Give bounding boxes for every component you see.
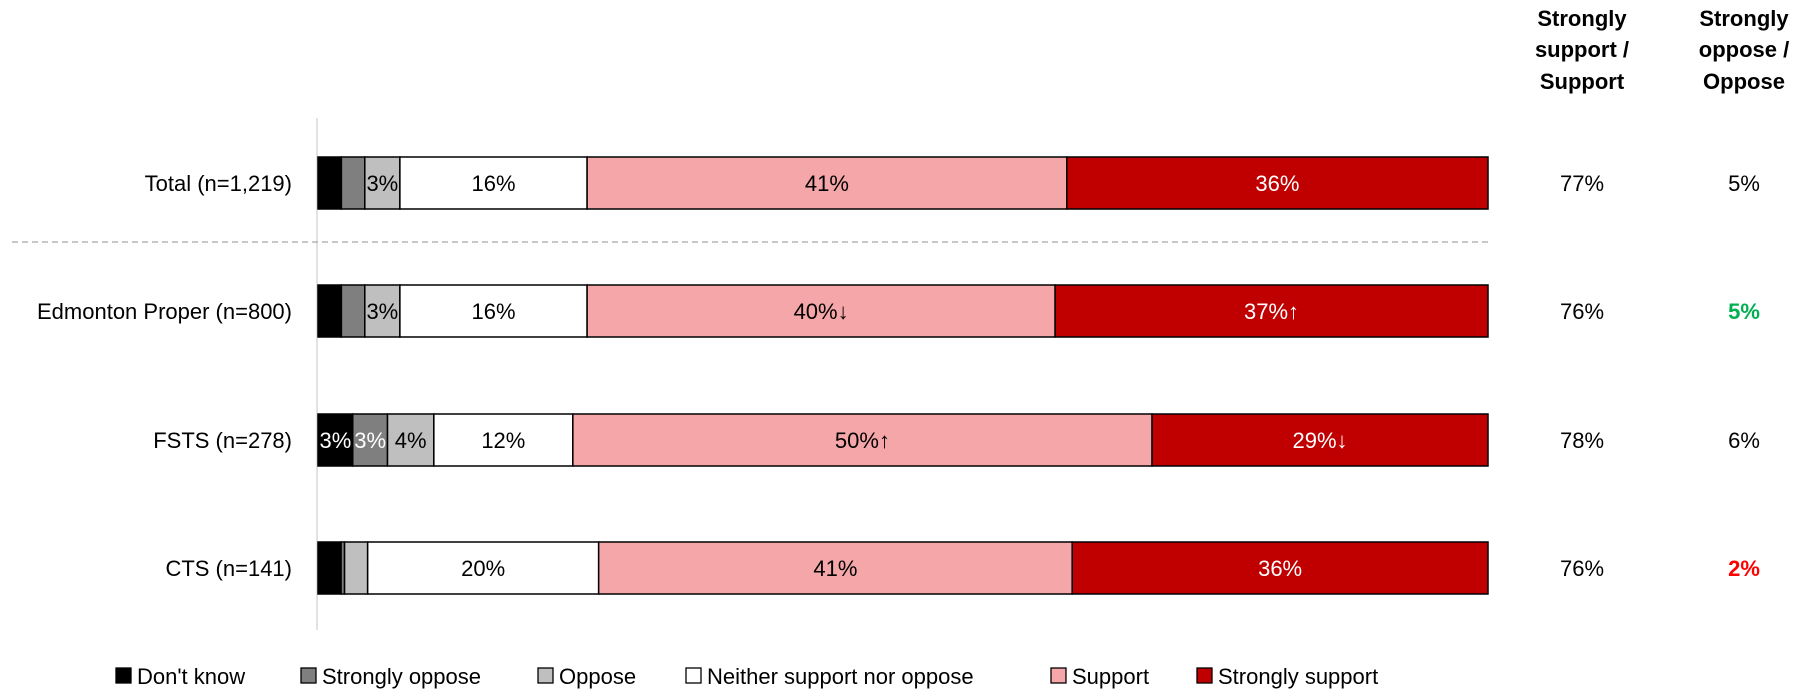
- support-summary-value: 76%: [1560, 556, 1604, 581]
- legend-swatch-support: [1050, 667, 1067, 684]
- bar-segment-support: [597, 541, 1073, 595]
- bar-segment-don-t-know: [317, 156, 343, 210]
- support-header-line-2: support /: [1535, 37, 1629, 62]
- oppose-summary-value: 6%: [1728, 428, 1760, 453]
- bar-segment-strongly-support: [1071, 541, 1489, 595]
- support-summary-value: 76%: [1560, 299, 1604, 324]
- legend: Don't know Strongly oppose Oppose Neither s…: [115, 664, 1378, 689]
- category-label: CTS (n=141): [165, 556, 292, 581]
- data-label: 4%: [395, 428, 427, 453]
- bar-segment-don-t-know: [317, 284, 343, 338]
- category-label: FSTS (n=278): [153, 428, 292, 453]
- legend-swatch-neither-support-nor-oppose: [685, 667, 702, 684]
- bar-segment-oppose: [343, 541, 369, 595]
- legend-swatch-strongly-oppose: [300, 667, 317, 684]
- bar-segment-don-t-know: [317, 413, 354, 467]
- bar-segment-oppose: [364, 284, 401, 338]
- support-header-line-1: Strongly: [1537, 6, 1627, 31]
- bar-segment-support: [586, 284, 1056, 338]
- bar-segment-strongly-oppose: [340, 156, 366, 210]
- data-label: 37%↑: [1244, 299, 1299, 324]
- data-label: 40%↓: [794, 299, 849, 324]
- data-label: 36%: [1255, 171, 1299, 196]
- category-label: Total (n=1,219): [145, 171, 292, 196]
- bar-segment-don-t-know: [317, 541, 342, 595]
- bars-group: Total (n=1,219) 3% 16% 41% 36% 77% 5% Edmonton …: [37, 156, 1760, 595]
- legend-label-support: Support: [1072, 664, 1149, 689]
- oppose-header-line-3: Oppose: [1703, 69, 1785, 94]
- data-label: 41%: [813, 556, 857, 581]
- bar-segment-support: [572, 413, 1153, 467]
- oppose-summary-value: 2%: [1728, 556, 1760, 581]
- data-label: 3%: [354, 428, 386, 453]
- data-label: 50%↑: [835, 428, 890, 453]
- data-label: 3%: [366, 171, 398, 196]
- bar-segment-neither-support-nor-oppose: [433, 413, 574, 467]
- data-label: 41%: [805, 171, 849, 196]
- bar-segment-neither-support-nor-oppose: [399, 156, 588, 210]
- bar-segment-strongly-oppose: [340, 284, 366, 338]
- support-summary-value: 77%: [1560, 171, 1604, 196]
- legend-swatch-oppose: [537, 667, 554, 684]
- data-label: 12%: [481, 428, 525, 453]
- data-label: 36%: [1258, 556, 1302, 581]
- legend-label-strongly-oppose: Strongly oppose: [322, 664, 481, 689]
- data-label: 3%: [319, 428, 351, 453]
- bar-segment-strongly-support: [1054, 284, 1489, 338]
- data-label: 29%↓: [1293, 428, 1348, 453]
- bar-segment-oppose: [386, 413, 435, 467]
- category-label: Edmonton Proper (n=800): [37, 299, 292, 324]
- bar-segment-neither-support-nor-oppose: [366, 541, 600, 595]
- bar-segment-strongly-oppose: [352, 413, 389, 467]
- oppose-summary-value: 5%: [1728, 171, 1760, 196]
- legend-label-strongly-support: Strongly support: [1218, 664, 1378, 689]
- support-summary-value: 78%: [1560, 428, 1604, 453]
- bar-segment-neither-support-nor-oppose: [399, 284, 588, 338]
- legend-swatch-strongly-support: [1196, 667, 1213, 684]
- legend-label-oppose: Oppose: [559, 664, 636, 689]
- support-header-line-3: Support: [1540, 69, 1625, 94]
- bar-segment-strongly-support: [1066, 156, 1489, 210]
- oppose-header-line-2: oppose /: [1699, 37, 1789, 62]
- column-headers: Strongly support / Support Strongly oppo…: [1535, 6, 1789, 94]
- data-label: 16%: [471, 171, 515, 196]
- data-label: 20%: [461, 556, 505, 581]
- data-label: 3%: [366, 299, 398, 324]
- legend-label-neither-support-nor-oppose: Neither support nor oppose: [707, 664, 974, 689]
- legend-label-don-t-know: Don't know: [137, 664, 245, 689]
- oppose-summary-value: 5%: [1728, 299, 1760, 324]
- data-label: 16%: [471, 299, 515, 324]
- bar-segment-strongly-support: [1151, 413, 1489, 467]
- legend-swatch-don-t-know: [115, 667, 132, 684]
- oppose-header-line-1: Strongly: [1699, 6, 1789, 31]
